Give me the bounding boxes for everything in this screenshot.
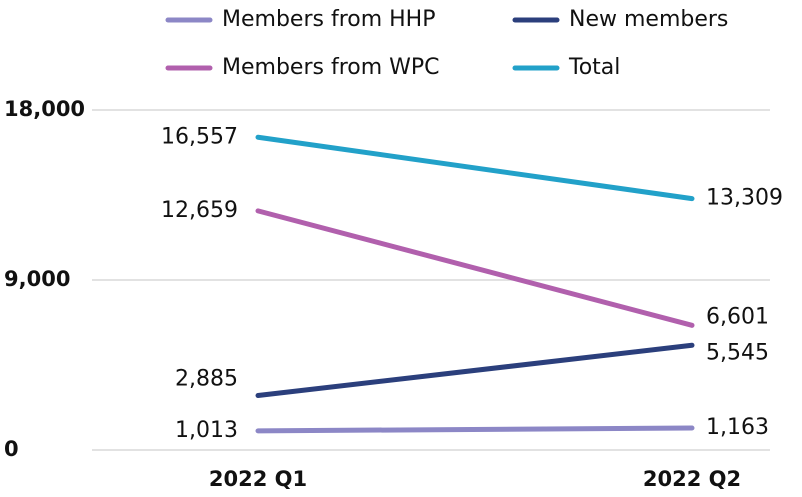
data-label: 13,309 <box>706 186 783 211</box>
x-tick-label: 2022 Q1 <box>209 467 307 491</box>
series-line <box>255 134 695 202</box>
legend-label: Total <box>568 55 620 80</box>
series-line <box>255 208 695 328</box>
y-tick-label: 9,000 <box>4 267 70 291</box>
data-label: 16,557 <box>161 124 238 149</box>
data-label: 12,659 <box>161 198 238 223</box>
data-label: 5,545 <box>706 340 769 365</box>
y-tick-label: 18,000 <box>4 97 85 121</box>
x-tick-label: 2022 Q2 <box>643 467 741 491</box>
data-label: 1,163 <box>706 415 769 440</box>
data-label: 2,885 <box>175 367 238 392</box>
legend-label: Members from HHP <box>222 7 436 32</box>
y-tick-label: 0 <box>4 437 19 461</box>
series-line <box>255 342 695 399</box>
series-line <box>255 425 695 434</box>
data-label: 6,601 <box>706 304 769 329</box>
data-label: 1,013 <box>175 418 238 443</box>
legend-label: Members from WPC <box>222 55 440 80</box>
legend-label: New members <box>569 7 728 32</box>
